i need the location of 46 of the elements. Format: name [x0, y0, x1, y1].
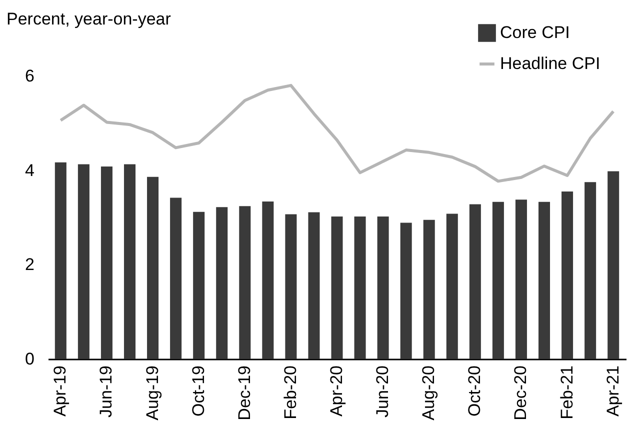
- legend-label: Core CPI: [500, 23, 570, 42]
- bar: [377, 216, 389, 359]
- legend-label: Headline CPI: [500, 54, 600, 73]
- y-tick-label: 0: [25, 350, 34, 368]
- y-tick-label: 6: [25, 66, 34, 86]
- x-tick-label: Feb-20: [280, 366, 300, 420]
- x-tick-label: Oct-20: [465, 366, 484, 417]
- bar: [400, 222, 412, 359]
- bar: [170, 198, 182, 359]
- y-axis-title: Percent, year-on-year: [6, 10, 172, 28]
- x-tick-label: Feb-21: [557, 366, 576, 420]
- bar: [54, 162, 66, 359]
- bar: [100, 166, 112, 359]
- bar: [147, 176, 159, 359]
- bar: [354, 216, 366, 359]
- x-tick-label: Apr-21: [603, 366, 622, 417]
- x-tick-label: Dec-20: [511, 366, 530, 420]
- bar: [446, 214, 458, 359]
- bar: [216, 207, 228, 359]
- x-tick-label: Apr-19: [50, 366, 70, 417]
- y-tick-label: 4: [25, 160, 34, 180]
- x-tick-label: Apr-20: [327, 366, 346, 417]
- bar: [262, 201, 274, 359]
- x-tick-label: Aug-20: [419, 366, 438, 420]
- x-tick-label: Aug-19: [142, 366, 162, 420]
- bar: [584, 182, 596, 359]
- bar: [423, 220, 435, 359]
- bar: [469, 204, 481, 359]
- x-tick-label: Jun-19: [96, 366, 116, 418]
- bar: [492, 202, 504, 359]
- bar: [515, 200, 527, 359]
- x-tick-label: Jun-20: [373, 366, 392, 418]
- y-tick-label: 2: [25, 255, 34, 274]
- bar: [538, 202, 550, 359]
- bar: [331, 216, 343, 359]
- x-tick-label: Dec-19: [234, 366, 254, 420]
- bar: [193, 212, 205, 359]
- bar: [308, 212, 320, 359]
- bar: [78, 164, 90, 359]
- bar: [608, 171, 620, 359]
- line-series: [59, 84, 615, 183]
- x-tick-label: Oct-19: [188, 366, 208, 417]
- bar: [124, 164, 136, 359]
- bar: [239, 206, 251, 359]
- bar: [285, 214, 297, 359]
- bar: [562, 192, 574, 359]
